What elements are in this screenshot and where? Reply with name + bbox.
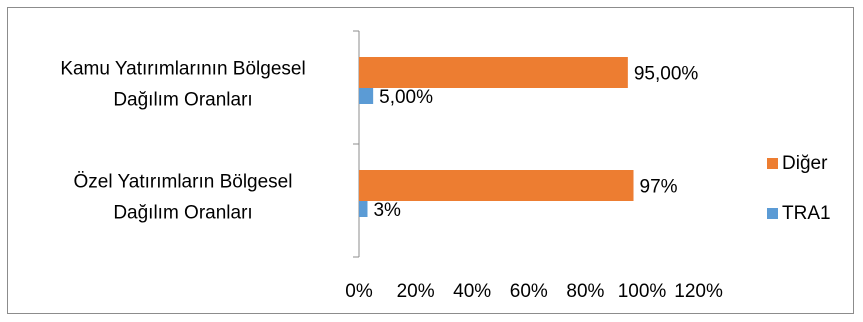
x-tick-label: 60% (510, 281, 548, 302)
bars (359, 57, 634, 217)
axes: 0% 20% 40% 60% 80% 100% 120% (345, 30, 723, 302)
category-label: Özel Yatırımların Bölgesel Dağılım Oranla… (74, 172, 293, 224)
data-label: 95,00% (634, 64, 699, 85)
x-tick-label: 80% (566, 281, 604, 302)
legend-label: TRA1 (782, 203, 831, 224)
x-tick-label: 0% (345, 281, 373, 302)
category-label: Kamu Yatırımlarının Bölgesel Dağılım Oran… (60, 59, 305, 111)
x-tick-label: 120% (674, 281, 723, 302)
x-tick-label: 100% (618, 281, 667, 302)
data-label: 5,00% (379, 87, 433, 108)
data-label: 97% (640, 177, 678, 198)
bar-diğer (359, 170, 634, 201)
bar-tra1 (359, 201, 368, 217)
bar-diğer (359, 57, 628, 88)
legend: Diğer TRA1 (767, 153, 831, 224)
labels: Kamu Yatırımlarının Bölgesel Dağılım Oran… (60, 59, 698, 224)
legend-label: Diğer (782, 153, 828, 174)
bar-tra1 (359, 88, 374, 104)
legend-swatch-diğer (767, 158, 778, 169)
data-label: 3% (373, 200, 401, 221)
legend-swatch-tra1 (767, 208, 778, 219)
x-tick-label: 20% (397, 281, 435, 302)
x-tick-label: 40% (453, 281, 491, 302)
